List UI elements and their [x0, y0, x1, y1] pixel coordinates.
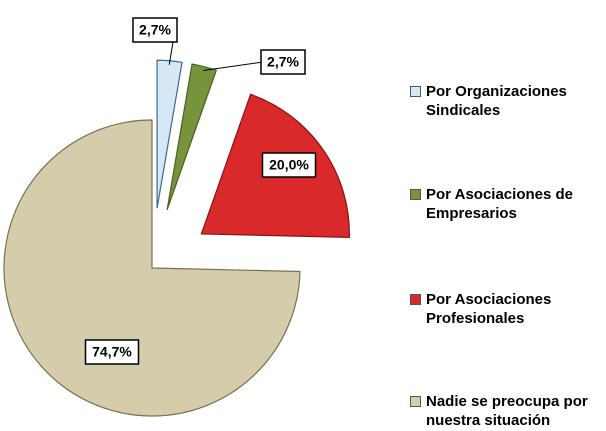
- label-box: [132, 17, 178, 43]
- legend-swatch: [410, 294, 421, 305]
- data-label: 20,0%: [269, 157, 309, 173]
- legend-swatch: [410, 189, 421, 200]
- legend-item: Por Asociaciones de Empresarios: [410, 185, 602, 223]
- legend-item: Por Organizaciones Sindicales: [410, 82, 602, 120]
- leader-line: [203, 61, 264, 72]
- label-box: [260, 49, 306, 75]
- legend-swatch: [410, 396, 421, 407]
- legend-swatch: [410, 86, 421, 97]
- legend-label: Por Asociaciones Profesionales: [426, 291, 552, 327]
- legend-label: Nadie se preocupa por nuestra situación: [426, 393, 588, 429]
- pie-slice: [166, 63, 218, 211]
- legend-label: Por Organizaciones Sindicales: [426, 83, 567, 119]
- data-label: 2,7%: [267, 54, 299, 70]
- legend-item: Por Asociaciones Profesionales: [410, 290, 602, 328]
- data-label: 2,7%: [139, 22, 171, 38]
- legend-label: Por Asociaciones de Empresarios: [426, 186, 573, 222]
- pie-slice: [156, 59, 183, 209]
- label-box: [84, 339, 140, 365]
- label-box: [261, 152, 317, 178]
- legend-item: Nadie se preocupa por nuestra situación: [410, 392, 602, 430]
- pie-slice: [3, 119, 301, 417]
- data-label: 74,7%: [92, 344, 132, 360]
